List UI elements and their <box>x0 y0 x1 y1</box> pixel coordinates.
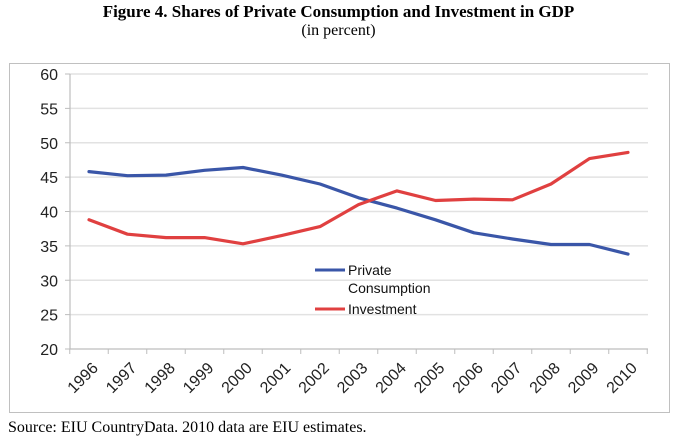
y-tick-label: 45 <box>40 170 58 187</box>
x-tick-label: 1998 <box>142 360 179 397</box>
x-tick-label: 2005 <box>411 360 448 397</box>
y-tick-labels: 20 25 30 35 40 45 50 55 60 <box>40 67 58 359</box>
y-tick-label: 30 <box>40 273 58 290</box>
x-tick-label: 2002 <box>296 360 333 397</box>
series-lines <box>87 150 630 256</box>
y-tick-label: 25 <box>40 308 58 325</box>
y-tick-label: 60 <box>40 67 58 84</box>
x-tick-label: 1999 <box>180 360 217 397</box>
gridlines <box>70 73 648 316</box>
y-tick-label: 55 <box>40 101 58 118</box>
series-line-investment <box>87 150 630 246</box>
x-tick-label: 2007 <box>488 360 525 397</box>
chart-frame <box>9 63 670 413</box>
y-tick-label: 35 <box>40 239 58 256</box>
x-tick-label: 2001 <box>257 360 294 397</box>
axes <box>65 73 648 354</box>
x-tick-labels: 1996 1997 1998 1999 2000 2001 2002 2003 2004 2005… <box>65 360 641 397</box>
legend-label: Investment <box>348 301 417 317</box>
chart-subtitle: (in percent) <box>301 22 376 39</box>
x-tick-label: 2003 <box>334 360 371 397</box>
x-tick-label: 2004 <box>373 360 410 397</box>
legend: Private Consumption Investment <box>315 262 431 317</box>
chart-title: Figure 4. Shares of Private Consumption … <box>102 2 575 21</box>
y-tick-label: 50 <box>40 136 58 153</box>
x-tick-label: 1996 <box>65 360 102 397</box>
legend-label: Private <box>348 262 392 278</box>
x-tick-label: 2009 <box>565 360 602 397</box>
source-note: Source: EIU CountryData. 2010 data are E… <box>8 419 367 436</box>
x-tick-label: 2008 <box>527 360 564 397</box>
x-tick-label: 2010 <box>604 360 641 397</box>
x-tick-label: 2000 <box>219 360 256 397</box>
legend-label: Consumption <box>348 280 431 296</box>
y-tick-label: 20 <box>40 342 58 359</box>
x-tick-label: 2006 <box>450 360 487 397</box>
y-tick-label: 40 <box>40 205 58 222</box>
x-tick-label: 1997 <box>103 360 140 397</box>
series-line-private-consumption <box>87 165 630 256</box>
